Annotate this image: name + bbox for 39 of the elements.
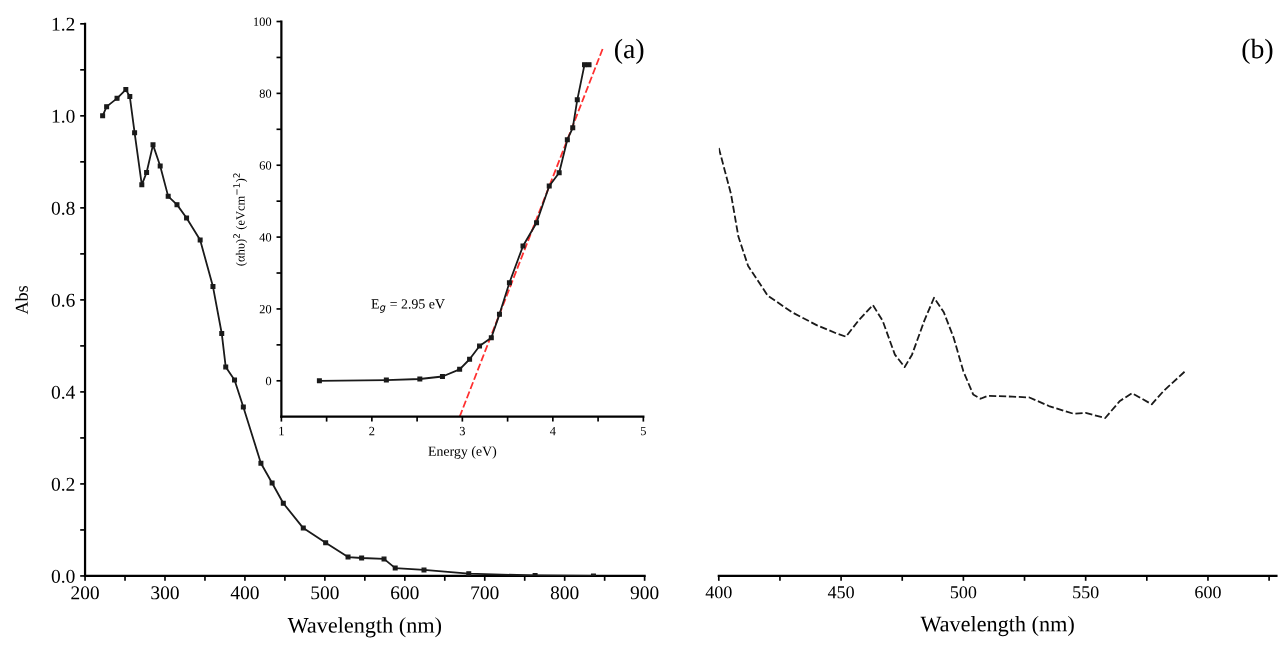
y-tick-label: 0.4 xyxy=(51,385,76,399)
y-tick-label: 20 xyxy=(259,304,272,314)
x-tick-label: 400 xyxy=(230,586,259,600)
x-axis-title: Wavelength (nm) xyxy=(287,617,442,638)
x-tick-label: 900 xyxy=(630,586,659,600)
y-tick-label: 80 xyxy=(259,89,272,98)
y-tick-label: 60 xyxy=(259,161,272,170)
text: (b) xyxy=(1242,38,1273,65)
x-tick-label: 1 xyxy=(279,426,284,436)
y-tick-label: 0.8 xyxy=(51,201,75,215)
x-tick-label: 2 xyxy=(369,426,375,436)
x-tick-label: 500 xyxy=(311,586,339,600)
y-tick-label: 0.0 xyxy=(51,569,75,583)
annotation: (a) xyxy=(615,38,644,65)
y-tick-label: 100 xyxy=(254,17,272,26)
y-axis-title: (αhυ)$^{2}$ (eVcm$^{−1}$)$^{2}$ xyxy=(233,173,248,266)
x-tick-label: 600 xyxy=(391,586,419,600)
x-tick-label: 500 xyxy=(950,586,977,599)
x-tick-label: 600 xyxy=(1195,586,1221,599)
x-tick-label: 450 xyxy=(827,586,854,599)
y-tick-label: 0.6 xyxy=(51,293,75,307)
y-tick-label: 0.2 xyxy=(51,477,75,491)
x-tick-label: 4 xyxy=(549,426,556,436)
y-tick-label: 40 xyxy=(259,233,272,242)
y-tick-label: 1.2 xyxy=(52,17,75,31)
y-tick-label: 0 xyxy=(265,376,272,386)
annotation: E$_{g}$ = 2.95 eV xyxy=(371,299,445,313)
y-tick-label: 1.0 xyxy=(52,109,75,123)
x-tick-label: 200 xyxy=(71,586,99,600)
x-axis-title: Wavelength (nm) xyxy=(920,615,1074,637)
x-tick-label: 5 xyxy=(640,426,646,436)
x-tick-label: 3 xyxy=(459,426,465,436)
x-tick-label: 700 xyxy=(471,586,499,600)
y-axis-title: Abs xyxy=(15,285,28,315)
x-tick-label: 300 xyxy=(151,586,179,600)
x-axis-title: Energy (eV) xyxy=(428,446,497,459)
x-tick-label: 400 xyxy=(705,586,732,599)
x-tick-label: 800 xyxy=(550,586,579,600)
x-tick-label: 550 xyxy=(1073,586,1099,599)
